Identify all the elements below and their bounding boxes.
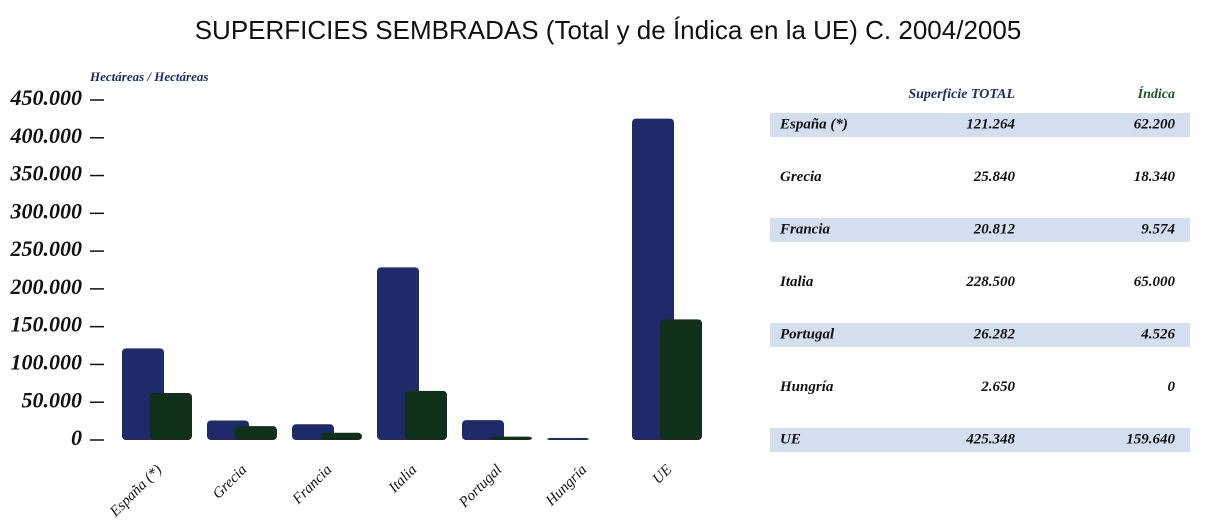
table-cell: 425.348 xyxy=(965,431,1015,447)
y-tick-label: 50.000 xyxy=(22,387,83,412)
table-cell: 65.000 xyxy=(1134,274,1176,290)
y-tick-label: 300.000 xyxy=(10,198,83,223)
bar xyxy=(462,420,504,440)
table-row-label: Italia xyxy=(779,274,814,290)
bar xyxy=(660,319,702,440)
bar xyxy=(150,393,192,440)
table-cell: 4.526 xyxy=(1140,326,1175,342)
x-tick-label: España (*) xyxy=(106,462,165,521)
table-header: Superficie TOTAL xyxy=(908,87,1015,102)
table-row-label: Hungría xyxy=(779,379,834,395)
table-row-label: Grecia xyxy=(780,169,822,185)
bar xyxy=(235,426,277,440)
table-cell: 25.840 xyxy=(973,169,1016,185)
table-cell: 9.574 xyxy=(1141,221,1175,237)
y-axis-label: Hectáreas / Hectáreas xyxy=(89,69,208,84)
bar xyxy=(547,437,589,440)
table-cell: 62.200 xyxy=(1134,116,1176,132)
bar xyxy=(490,436,532,440)
y-tick-label: 250.000 xyxy=(10,236,83,261)
table-cell: 20.812 xyxy=(973,221,1016,237)
y-tick-label: 200.000 xyxy=(10,274,83,299)
x-tick-label: Francia xyxy=(289,462,335,508)
x-tick-label: UE xyxy=(650,462,675,487)
bar xyxy=(405,390,447,440)
x-tick-label: Grecia xyxy=(210,462,250,502)
table-cell: 2.650 xyxy=(980,379,1015,395)
x-tick-label: Hungría xyxy=(542,462,590,510)
bar xyxy=(320,432,362,440)
y-tick-label: 400.000 xyxy=(10,123,83,148)
y-tick-label: 150.000 xyxy=(11,312,83,337)
y-tick-label: 0 xyxy=(71,425,82,450)
y-tick-label: 450.000 xyxy=(10,85,83,110)
table-cell: 18.340 xyxy=(1134,169,1176,185)
table-row-bg xyxy=(770,113,1190,137)
table-row-bg xyxy=(770,428,1190,452)
chart-title: SUPERFICIES SEMBRADAS (Total y de Índica… xyxy=(195,15,1022,45)
table-cell: 228.500 xyxy=(965,274,1015,290)
table-row-label: Portugal xyxy=(780,326,835,342)
y-tick-label: 100.000 xyxy=(11,349,83,374)
table-row-bg xyxy=(770,323,1190,347)
x-tick-label: Portugal xyxy=(456,462,506,512)
table-cell: 0 xyxy=(1168,379,1176,395)
x-tick-label: Italia xyxy=(385,462,420,497)
table-cell: 121.264 xyxy=(966,116,1015,132)
table-row-bg xyxy=(770,218,1190,242)
table-row-label: UE xyxy=(780,431,801,447)
table-header: Índica xyxy=(1137,85,1175,102)
y-tick-label: 350.000 xyxy=(10,161,83,186)
table-cell: 26.282 xyxy=(973,326,1016,342)
table-row-label: España (*) xyxy=(779,116,848,132)
table-row-label: Francia xyxy=(779,221,831,237)
table-cell: 159.640 xyxy=(1126,431,1175,447)
